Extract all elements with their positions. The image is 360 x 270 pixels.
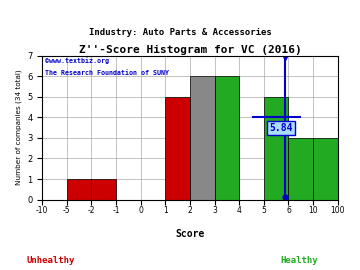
Bar <box>165 97 190 200</box>
X-axis label: Score: Score <box>175 229 204 239</box>
Text: ©www.textbiz.org: ©www.textbiz.org <box>45 57 109 64</box>
Bar <box>288 138 313 200</box>
Text: Healthy: Healthy <box>280 256 318 265</box>
Bar <box>313 138 338 200</box>
Text: Industry: Auto Parts & Accessories: Industry: Auto Parts & Accessories <box>89 28 271 37</box>
Bar <box>190 76 215 200</box>
Bar <box>215 76 239 200</box>
Bar <box>91 179 116 200</box>
Text: 5.84: 5.84 <box>269 123 293 133</box>
Bar <box>67 179 91 200</box>
Text: Unhealthy: Unhealthy <box>26 256 75 265</box>
Text: The Research Foundation of SUNY: The Research Foundation of SUNY <box>45 70 168 76</box>
Title: Z''-Score Histogram for VC (2016): Z''-Score Histogram for VC (2016) <box>78 45 301 55</box>
Y-axis label: Number of companies (34 total): Number of companies (34 total) <box>15 70 22 185</box>
Bar <box>264 97 288 200</box>
